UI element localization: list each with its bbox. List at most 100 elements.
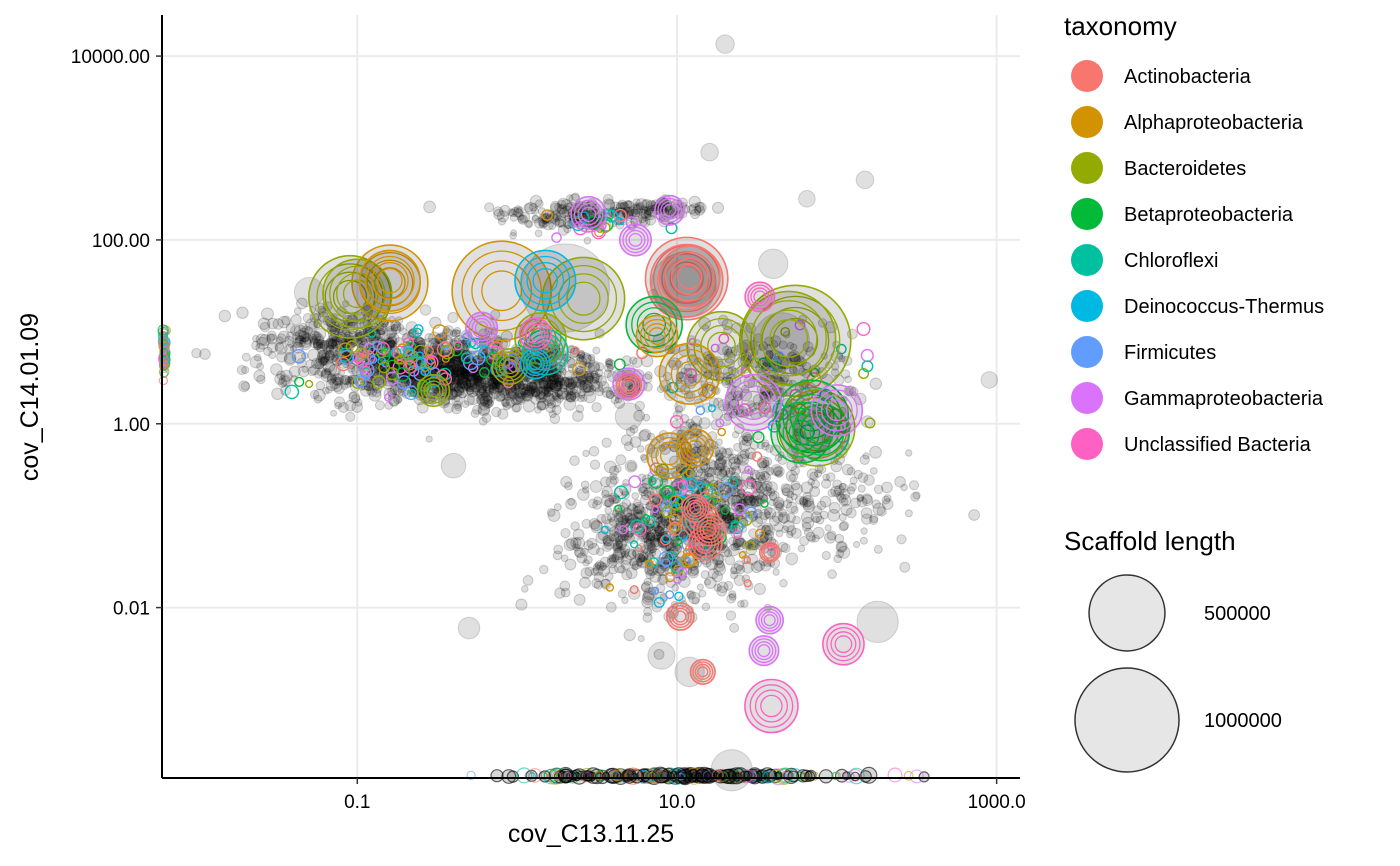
scaffold-point: [860, 527, 868, 535]
scaffold-point: [290, 314, 302, 326]
scaffold-point: [622, 479, 630, 487]
scaffold-point: [896, 534, 907, 545]
scaffold-point: [625, 567, 638, 580]
scaffold-point: [455, 367, 467, 379]
scaffold-point: [677, 772, 685, 781]
scaffold-point: [778, 767, 794, 783]
scaffold-point: [631, 209, 640, 218]
scaffold-point: [589, 480, 603, 493]
scaffold-point: [320, 352, 331, 363]
scaffold-point: [632, 202, 641, 211]
scaffold-point: [199, 348, 211, 360]
scaffold-point: [980, 371, 999, 389]
taxonomy-legend-title: taxonomy: [1064, 11, 1177, 41]
scaffold-point: [835, 549, 845, 559]
scaffold-point: [459, 377, 472, 391]
scaffold-point: [270, 363, 283, 376]
scaffold-point: [524, 387, 535, 398]
scaffold-point: [615, 454, 627, 466]
scaffold-point: [821, 478, 832, 489]
scaffold-point: [419, 304, 432, 316]
scaffold-point: [417, 373, 451, 408]
scaffold-point: [241, 352, 251, 362]
size-legend-title: Scaffold length: [1064, 526, 1236, 556]
scaffold-point: [474, 376, 482, 383]
scaffold-point: [855, 170, 875, 190]
scaffold-point: [553, 374, 564, 385]
scaffold-point: [604, 506, 613, 515]
scaffold-point: [457, 370, 467, 380]
scaffold-point: [351, 394, 361, 404]
scaffold-point: [815, 515, 825, 525]
scaffold-point: [575, 404, 585, 414]
legend-swatch: [1071, 382, 1103, 414]
scaffold-point: [308, 333, 318, 342]
scaffold-point: [563, 385, 574, 396]
scaffold-point: [331, 373, 345, 386]
scaffold-point: [818, 769, 834, 784]
scaffold-point: [405, 321, 419, 334]
scaffold-point: [604, 358, 612, 366]
scaffold-point: [808, 535, 816, 543]
scaffold-point: [814, 469, 823, 478]
scaffold-point: [338, 402, 349, 413]
scaffold-point: [716, 585, 728, 597]
scaffold-point: [755, 605, 785, 635]
scaffold-point: [256, 374, 266, 385]
scaffold-point: [457, 616, 481, 640]
scaffold-point: [424, 333, 434, 343]
scaffold-point: [484, 202, 495, 213]
scaffold-point: [345, 411, 356, 422]
scaffold-point: [904, 509, 913, 518]
scaffold-point: [730, 563, 742, 575]
scaffold-point: [642, 612, 653, 623]
scaffold-point: [334, 401, 342, 410]
scaffold-point: [560, 475, 573, 488]
scaffold-point: [591, 402, 602, 413]
scaffold-point: [158, 376, 168, 386]
y-axis-title: cov_C14.01.09: [16, 313, 44, 481]
scaffold-point: [317, 356, 326, 365]
scaffold-point: [313, 358, 325, 370]
scaffold-point: [856, 494, 864, 503]
legend-swatch: [1071, 290, 1103, 322]
scaffold-point: [869, 467, 878, 475]
scaffold-point: [459, 391, 467, 399]
scaffold-point: [689, 658, 716, 685]
scaffold-point: [386, 336, 398, 348]
scaffold-point: [570, 521, 580, 531]
legend-swatch: [1071, 244, 1103, 276]
scaffold-point: [715, 450, 723, 458]
scaffold-point: [588, 446, 600, 457]
scaffold-point: [769, 769, 784, 783]
scaffold-point: [456, 367, 467, 378]
scaffold-point: [710, 749, 753, 792]
scaffold-point: [733, 457, 741, 466]
scaffold-point: [315, 380, 326, 391]
scaffold-point: [297, 365, 310, 378]
scaffold-point: [464, 374, 477, 388]
scaffold-point: [314, 369, 323, 379]
scaffold-point: [218, 309, 232, 323]
axis-edge-scaffolds: [157, 324, 930, 786]
scaffold-point: [601, 437, 612, 448]
scaffold-point: [340, 374, 351, 386]
scaffold-point: [810, 384, 864, 437]
scaffold-point: [307, 348, 321, 362]
scaffold-point: [318, 356, 328, 367]
scaffold-point: [908, 480, 920, 491]
scaffold-point: [785, 501, 798, 514]
scaffold-point: [466, 770, 476, 781]
legend-swatch: [1071, 336, 1103, 368]
scaffold-point: [468, 373, 480, 386]
scaffold-point: [671, 583, 680, 592]
scaffold-point: [496, 210, 510, 223]
scaffold-point: [514, 208, 524, 218]
scaffold-point: [623, 628, 636, 642]
scaffold-point: [768, 498, 776, 507]
scaffold-point: [527, 768, 543, 783]
legend-label: Alphaproteobacteria: [1124, 112, 1304, 134]
scaffold-point: [587, 543, 600, 556]
scaffold-point: [390, 324, 399, 332]
scaffold-point: [602, 193, 614, 205]
